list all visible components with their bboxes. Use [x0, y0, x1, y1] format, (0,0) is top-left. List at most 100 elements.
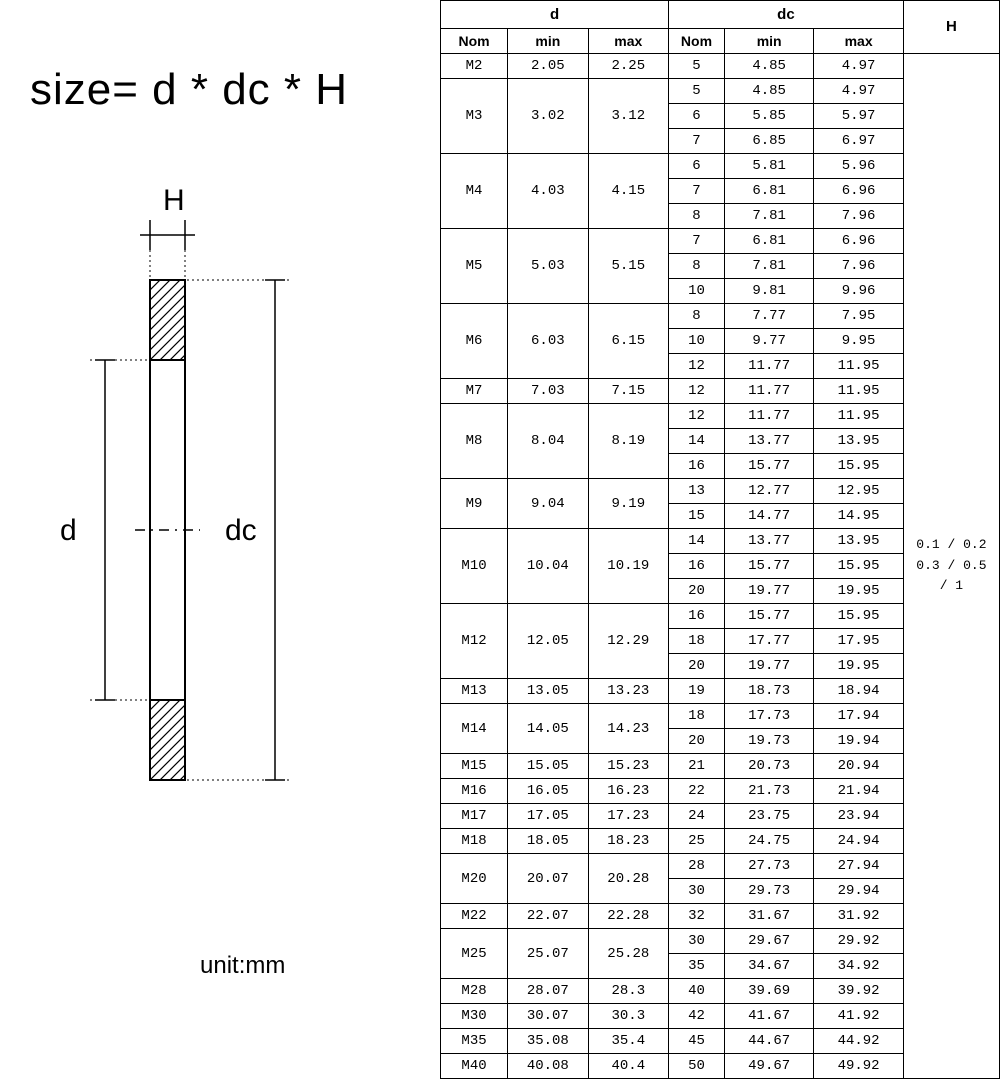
cell-dc-min: 6.85	[724, 129, 813, 154]
cell-d-max: 3.12	[588, 79, 668, 154]
cell-d-max: 5.15	[588, 229, 668, 304]
cell-d-max: 16.23	[588, 779, 668, 804]
cell-dc-min: 29.67	[724, 929, 813, 954]
cell-d-nom: M10	[441, 529, 508, 604]
label-d: d	[60, 514, 77, 547]
cell-dc-max: 7.96	[814, 254, 903, 279]
cell-dc-min: 15.77	[724, 604, 813, 629]
cell-dc-min: 4.85	[724, 54, 813, 79]
cell-dc-nom: 13	[669, 479, 725, 504]
cell-dc-max: 5.97	[814, 104, 903, 129]
cell-d-nom: M17	[441, 804, 508, 829]
cell-d-max: 9.19	[588, 479, 668, 529]
cell-dc-nom: 8	[669, 304, 725, 329]
cell-dc-nom: 6	[669, 154, 725, 179]
cell-d-min: 10.04	[508, 529, 588, 604]
cell-dc-nom: 20	[669, 729, 725, 754]
cell-d-min: 5.03	[508, 229, 588, 304]
washer-diagram: H d dc	[30, 180, 410, 830]
cell-d-nom: M7	[441, 379, 508, 404]
cell-dc-nom: 24	[669, 804, 725, 829]
cell-d-max: 17.23	[588, 804, 668, 829]
cell-dc-max: 7.95	[814, 304, 903, 329]
cell-dc-min: 34.67	[724, 954, 813, 979]
cell-d-max: 6.15	[588, 304, 668, 379]
cell-dc-min: 7.81	[724, 204, 813, 229]
cell-dc-nom: 7	[669, 229, 725, 254]
cell-dc-max: 5.96	[814, 154, 903, 179]
cell-d-max: 2.25	[588, 54, 668, 79]
cell-dc-nom: 25	[669, 829, 725, 854]
cell-dc-nom: 35	[669, 954, 725, 979]
header-d: d	[441, 1, 669, 29]
cell-dc-nom: 22	[669, 779, 725, 804]
cell-dc-max: 41.92	[814, 1004, 903, 1029]
cell-dc-nom: 42	[669, 1004, 725, 1029]
cell-dc-min: 31.67	[724, 904, 813, 929]
cell-dc-min: 20.73	[724, 754, 813, 779]
left-panel: size= d * dc * H H	[0, 0, 440, 1000]
cell-dc-max: 9.96	[814, 279, 903, 304]
cell-dc-nom: 18	[669, 629, 725, 654]
cell-d-min: 16.05	[508, 779, 588, 804]
size-formula: size= d * dc * H	[30, 65, 348, 115]
cell-dc-nom: 32	[669, 904, 725, 929]
cell-d-min: 6.03	[508, 304, 588, 379]
cell-d-min: 8.04	[508, 404, 588, 479]
cell-d-max: 15.23	[588, 754, 668, 779]
cell-d-min: 18.05	[508, 829, 588, 854]
cell-d-nom: M16	[441, 779, 508, 804]
cell-dc-min: 49.67	[724, 1054, 813, 1079]
cell-dc-min: 17.73	[724, 704, 813, 729]
cell-dc-max: 19.95	[814, 654, 903, 679]
cell-d-min: 14.05	[508, 704, 588, 754]
cell-dc-min: 11.77	[724, 379, 813, 404]
cell-dc-nom: 8	[669, 204, 725, 229]
cell-dc-min: 11.77	[724, 354, 813, 379]
cell-d-nom: M12	[441, 604, 508, 679]
cell-dc-min: 4.85	[724, 79, 813, 104]
cell-dc-min: 15.77	[724, 454, 813, 479]
cell-dc-max: 4.97	[814, 79, 903, 104]
cell-dc-max: 13.95	[814, 429, 903, 454]
cell-dc-min: 14.77	[724, 504, 813, 529]
cell-dc-max: 7.96	[814, 204, 903, 229]
cell-dc-min: 21.73	[724, 779, 813, 804]
cell-d-nom: M13	[441, 679, 508, 704]
cell-dc-max: 13.95	[814, 529, 903, 554]
cell-dc-max: 17.94	[814, 704, 903, 729]
cell-dc-max: 17.95	[814, 629, 903, 654]
cell-dc-min: 6.81	[724, 229, 813, 254]
table-row: M22.052.2554.854.970.1 / 0.20.3 / 0.5/ 1	[441, 54, 1000, 79]
cell-dc-nom: 14	[669, 429, 725, 454]
cell-dc-max: 19.94	[814, 729, 903, 754]
cell-dc-max: 49.92	[814, 1054, 903, 1079]
cell-dc-max: 27.94	[814, 854, 903, 879]
cell-d-max: 18.23	[588, 829, 668, 854]
cell-dc-nom: 12	[669, 379, 725, 404]
cell-dc-nom: 28	[669, 854, 725, 879]
cell-dc-min: 19.77	[724, 579, 813, 604]
cell-dc-nom: 10	[669, 329, 725, 354]
cell-d-nom: M6	[441, 304, 508, 379]
cell-dc-max: 9.95	[814, 329, 903, 354]
cell-d-max: 8.19	[588, 404, 668, 479]
header-dc: dc	[669, 1, 904, 29]
cell-dc-nom: 50	[669, 1054, 725, 1079]
cell-dc-max: 29.92	[814, 929, 903, 954]
cell-d-max: 4.15	[588, 154, 668, 229]
cell-dc-min: 44.67	[724, 1029, 813, 1054]
cell-dc-nom: 8	[669, 254, 725, 279]
cell-dc-max: 24.94	[814, 829, 903, 854]
cell-dc-max: 15.95	[814, 604, 903, 629]
cell-dc-min: 6.81	[724, 179, 813, 204]
cell-d-min: 20.07	[508, 854, 588, 904]
cell-d-nom: M20	[441, 854, 508, 904]
cell-dc-nom: 30	[669, 929, 725, 954]
cell-d-min: 7.03	[508, 379, 588, 404]
cell-dc-nom: 21	[669, 754, 725, 779]
cell-dc-nom: 7	[669, 179, 725, 204]
cell-dc-min: 11.77	[724, 404, 813, 429]
cell-dc-nom: 18	[669, 704, 725, 729]
cell-dc-min: 13.77	[724, 529, 813, 554]
